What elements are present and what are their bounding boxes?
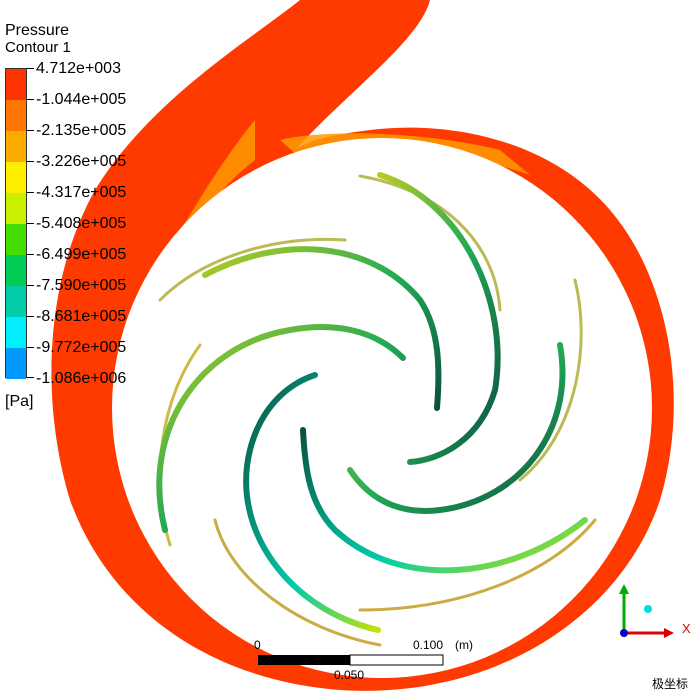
legend-level-label: -6.499e+005 — [36, 246, 127, 263]
legend-level-label: -5.408e+005 — [36, 215, 127, 232]
blade-3 — [300, 427, 588, 574]
legend-swatch — [6, 224, 26, 255]
impeller-blades — [156, 172, 588, 633]
legend-level-label: -1.044e+005 — [36, 91, 127, 108]
legend-tick — [27, 254, 34, 255]
legend-tick — [27, 192, 34, 193]
blade-2 — [347, 342, 566, 514]
legend-level-label: -4.317e+005 — [36, 184, 127, 201]
legend-level-label: -2.135e+005 — [36, 122, 127, 139]
legend-swatch — [6, 193, 26, 224]
scale-end-label: 0.100 — [413, 638, 444, 652]
blade-4 — [243, 372, 381, 633]
scale-bar — [258, 654, 444, 666]
legend-color-bar — [5, 68, 27, 379]
watermark-text: 极坐标 — [651, 677, 688, 691]
legend-swatch — [6, 286, 26, 317]
axis-triad — [619, 584, 674, 638]
legend-tick — [27, 130, 34, 131]
legend-swatch — [6, 255, 26, 286]
legend-level-label: -1.086e+006 — [36, 370, 127, 387]
legend-level-label: -8.681e+005 — [36, 308, 127, 325]
legend-level-label: -9.772e+005 — [36, 339, 127, 356]
legend-tick — [27, 161, 34, 162]
legend-swatch — [6, 162, 26, 193]
legend-level-label: 4.712e+003 — [36, 60, 121, 77]
legend-swatch — [6, 348, 26, 379]
legend-swatch — [6, 317, 26, 348]
legend-level-label: -7.590e+005 — [36, 277, 127, 294]
legend-level-label: -3.226e+005 — [36, 153, 127, 170]
legend-title: Pressure — [5, 22, 70, 39]
legend-subtitle: Contour 1 — [5, 39, 71, 56]
legend-tick — [27, 68, 34, 69]
scale-start-label: 0 — [254, 638, 261, 652]
scale-unit-label: (m) — [455, 638, 473, 652]
legend-tick — [27, 377, 34, 378]
x-axis-label: X — [682, 621, 691, 636]
blade-6 — [202, 246, 442, 411]
legend-swatch — [6, 100, 26, 131]
blade-5 — [156, 324, 406, 533]
legend-tick — [27, 316, 34, 317]
legend-swatch — [6, 69, 26, 100]
legend-tick — [27, 347, 34, 348]
legend-swatch — [6, 131, 26, 162]
blade-1 — [377, 172, 501, 465]
legend-tick — [27, 285, 34, 286]
legend-tick — [27, 223, 34, 224]
legend-tick — [27, 99, 34, 100]
volute-casing — [51, 0, 674, 691]
legend-units: [Pa] — [5, 393, 34, 410]
scale-mid-label: 0.050 — [334, 668, 365, 682]
